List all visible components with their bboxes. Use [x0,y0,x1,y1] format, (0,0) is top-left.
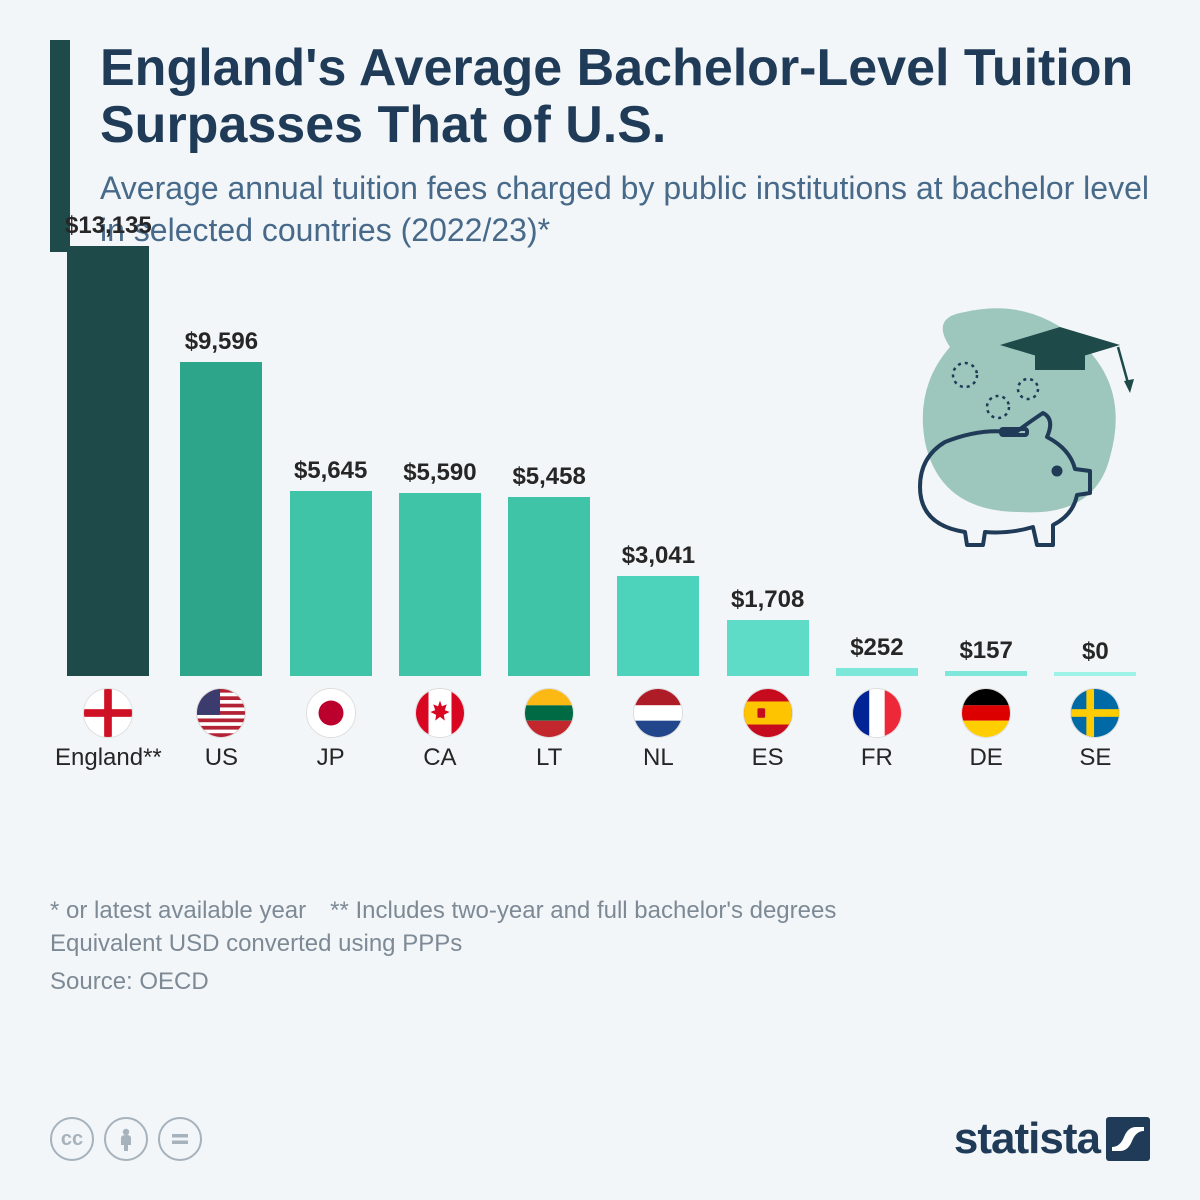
bar-fr: $252 FR [827,634,926,772]
country-label: JP [317,744,345,772]
bar-rect [617,576,699,676]
country-label: US [205,744,238,772]
country-label: CA [423,744,456,772]
footnote-line1: * or latest available year ** Includes t… [50,894,1150,928]
flag-icon [524,688,574,738]
bar-us: $9,596 US [172,328,271,772]
bar-rect [290,491,372,676]
bar-rect [180,362,262,676]
bar-value: $13,135 [65,212,152,240]
flag-icon [83,688,133,738]
country-label: FR [861,744,893,772]
header: England's Average Bachelor-Level Tuition… [50,40,1150,252]
flag-icon [196,688,246,738]
bar-value: $5,645 [294,457,367,485]
footer: cc statista [50,1114,1150,1164]
bar-chart: $13,135England**$9,596US$5,645JP$5,590CA… [50,302,1150,872]
footnotes: * or latest available year ** Includes t… [50,894,1150,999]
country-label: DE [969,744,1002,772]
bar-rect [1054,672,1136,676]
flag-icon [306,688,356,738]
cc-icon: cc [50,1117,94,1161]
by-icon [104,1117,148,1161]
country-label: ES [752,744,784,772]
bar-value: $0 [1082,638,1109,666]
bar-es: $1,708 ES [718,586,817,772]
bar-se: $0 SE [1046,638,1145,772]
country-label: SE [1079,744,1111,772]
country-label: LT [536,744,562,772]
bar-rect [836,668,918,676]
flag-icon [852,688,902,738]
bar-lt: $5,458 LT [500,463,599,772]
bar-england: $13,135 England** [55,212,162,772]
statista-logo: statista [954,1114,1150,1164]
chart-subtitle: Average annual tuition fees charged by p… [100,168,1150,251]
bar-rect [508,497,590,676]
bar-value: $5,590 [403,459,476,487]
bar-value: $1,708 [731,586,804,614]
bar-de: $157 DE [937,637,1036,772]
flag-icon [1070,688,1120,738]
flag-icon [961,688,1011,738]
flag-icon [633,688,683,738]
bar-nl: $3,041 NL [609,542,708,772]
footnote-line2: Equivalent USD converted using PPPs [50,927,1150,961]
bar-ca: $5,590 CA [390,459,489,772]
country-label: England** [55,744,162,772]
bar-value: $5,458 [512,463,585,491]
bar-rect [945,671,1027,676]
bar-jp: $5,645 JP [281,457,380,772]
country-label: NL [643,744,674,772]
bar-value: $157 [959,637,1012,665]
logo-text: statista [954,1114,1100,1164]
chart-title: England's Average Bachelor-Level Tuition… [100,40,1150,154]
bar-value: $9,596 [185,328,258,356]
bar-rect [399,493,481,676]
nd-icon [158,1117,202,1161]
bar-rect [727,620,809,676]
bar-value: $252 [850,634,903,662]
footnote-source: Source: OECD [50,965,1150,999]
license-icons: cc [50,1117,202,1161]
flag-icon [415,688,465,738]
logo-mark-icon [1106,1117,1150,1161]
flag-icon [743,688,793,738]
bar-rect [67,246,149,676]
bar-value: $3,041 [622,542,695,570]
